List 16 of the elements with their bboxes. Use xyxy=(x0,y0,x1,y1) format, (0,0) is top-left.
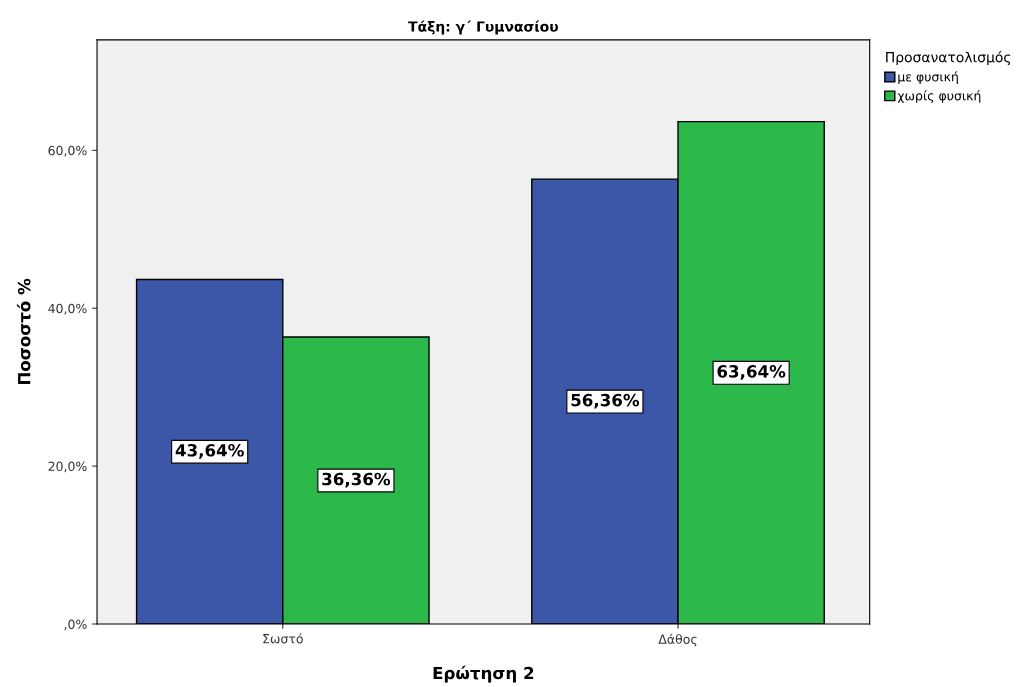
legend-label: χωρίς φυσική xyxy=(897,90,981,103)
y-tick-label: 60,0% xyxy=(48,145,87,157)
y-tick-label: ,0% xyxy=(64,619,87,631)
x-tick-label: Δάθος xyxy=(658,633,697,647)
data-label: 36,36% xyxy=(322,472,391,488)
data-label: 56,36% xyxy=(571,393,640,409)
data-label: 43,64% xyxy=(175,443,244,459)
y-axis-title: Ποσοστό % xyxy=(16,278,31,385)
y-tick-label: 20,0% xyxy=(48,461,87,473)
legend-title: Προσανατολισμός xyxy=(886,51,1011,66)
y-tick-label: 40,0% xyxy=(48,303,87,315)
data-label: 63,64% xyxy=(717,365,786,380)
chart-title: Τάξη: γ΄ Γυμνασίου xyxy=(408,20,558,35)
x-axis-title: Ερώτηση 2 xyxy=(433,665,534,683)
legend-label: με φυσική xyxy=(898,71,958,84)
x-tick-label: Σωστό xyxy=(263,633,303,644)
